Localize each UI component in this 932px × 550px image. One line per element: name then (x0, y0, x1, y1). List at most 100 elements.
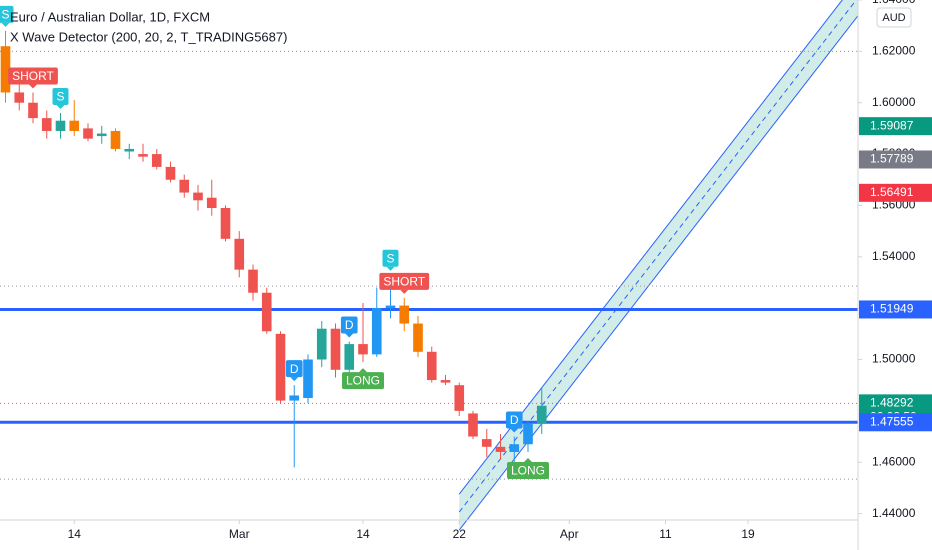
signal-pointer (56, 104, 65, 109)
signal-label: SHORT (379, 272, 430, 294)
signal-text: D (510, 413, 519, 427)
candle-body (303, 359, 313, 399)
x-tick-label: 19 (741, 527, 755, 541)
price-label-box (859, 300, 932, 319)
signal-pointer (290, 377, 299, 382)
currency-box[interactable] (876, 7, 912, 28)
signal-text: S (1, 7, 9, 21)
signal-text: S (56, 90, 64, 104)
price-label-box (859, 117, 932, 136)
candle-body (426, 351, 437, 381)
candle-body (316, 328, 327, 360)
candle-body (399, 305, 410, 324)
signal-text: LONG (346, 374, 380, 388)
signal-pointer (1, 22, 10, 27)
signal-label: S (0, 5, 14, 27)
candle-body (509, 444, 520, 452)
signal-text: SHORT (383, 275, 425, 289)
candle-body (83, 128, 93, 139)
price-label: 1.56491 (870, 185, 914, 199)
signal-box (340, 316, 358, 334)
signal-text: D (290, 362, 299, 376)
candle-body (55, 120, 66, 131)
signal-text: SHORT (12, 69, 54, 83)
candle-body (14, 92, 25, 103)
signal-box (505, 411, 523, 429)
candle-body (193, 192, 203, 201)
y-tick-label: 1.46000 (872, 454, 916, 468)
candle-body (536, 405, 547, 424)
candle-body (371, 308, 382, 355)
candle-body (275, 333, 286, 401)
signal-box (341, 372, 385, 390)
price-label-box (859, 183, 932, 202)
signal-text: LONG (511, 464, 545, 478)
price-label: 1.59087 (870, 118, 914, 132)
currency: AUD (882, 12, 905, 24)
y-tick-label: 1.44000 (872, 506, 916, 520)
candle-body (234, 238, 245, 270)
signal-pointer (29, 84, 37, 89)
y-tick-label: 1.50000 (872, 352, 916, 366)
y-tick-label: 1.62000 (872, 44, 916, 58)
candle-body (138, 154, 148, 157)
candle-body (330, 328, 341, 370)
candle-body (468, 413, 478, 437)
signal-pointer (345, 333, 354, 338)
signal-box (506, 461, 550, 479)
signal-label: D (340, 316, 358, 338)
channel-fill (459, 0, 858, 531)
signal-label: LONG (506, 457, 550, 479)
signal-label: S (52, 87, 69, 109)
signal-pointer (359, 368, 367, 373)
signal-box (285, 360, 303, 378)
candle-body (440, 380, 451, 383)
x-tick-label: Apr (560, 527, 579, 541)
y-tick-label: 1.54000 (872, 249, 916, 263)
candle-body (165, 166, 176, 180)
x-tick-label: 11 (659, 527, 672, 541)
signal-box (52, 87, 69, 105)
x-tick-label: Mar (229, 527, 250, 541)
candle-body (358, 344, 368, 355)
candle-body (28, 102, 38, 119)
signal-pointer (510, 428, 519, 433)
x-tick-label: 22 (453, 527, 467, 541)
candle-body (248, 269, 258, 293)
signal-pointer (400, 289, 409, 294)
candle-body (220, 208, 231, 239)
price-label-box (859, 413, 932, 432)
candle-body (110, 130, 121, 149)
signal-box (8, 67, 58, 85)
y-tick-label: 1.64000 (872, 0, 916, 6)
price-label: 1.48292 (870, 396, 914, 410)
candle-body (454, 385, 465, 411)
candle-body (481, 439, 492, 447)
candle-body (206, 197, 217, 208)
candle-body (41, 118, 52, 131)
x-tick-label: 14 (68, 527, 82, 541)
signal-label: LONG (341, 368, 385, 390)
signal-label: S (382, 249, 399, 271)
signal-label: SHORT (8, 67, 58, 89)
channel-lower (458, 15, 859, 531)
signal-pointer (524, 457, 532, 462)
signal-pointer (386, 266, 395, 271)
channel-upper (458, 0, 843, 495)
price-label: 1.47555 (870, 414, 914, 428)
signal-box (0, 5, 14, 23)
signal-label: D (505, 411, 523, 433)
candle-body (289, 395, 300, 401)
candle-body (96, 133, 107, 137)
candle-body (0, 46, 11, 93)
candle-body (124, 148, 135, 152)
signal-box (382, 249, 399, 267)
candle-body (385, 305, 396, 309)
candle-body (179, 179, 190, 193)
candle-body (495, 446, 506, 452)
candle-body (413, 323, 423, 352)
signal-text: D (345, 318, 354, 332)
candle-body (523, 423, 533, 445)
